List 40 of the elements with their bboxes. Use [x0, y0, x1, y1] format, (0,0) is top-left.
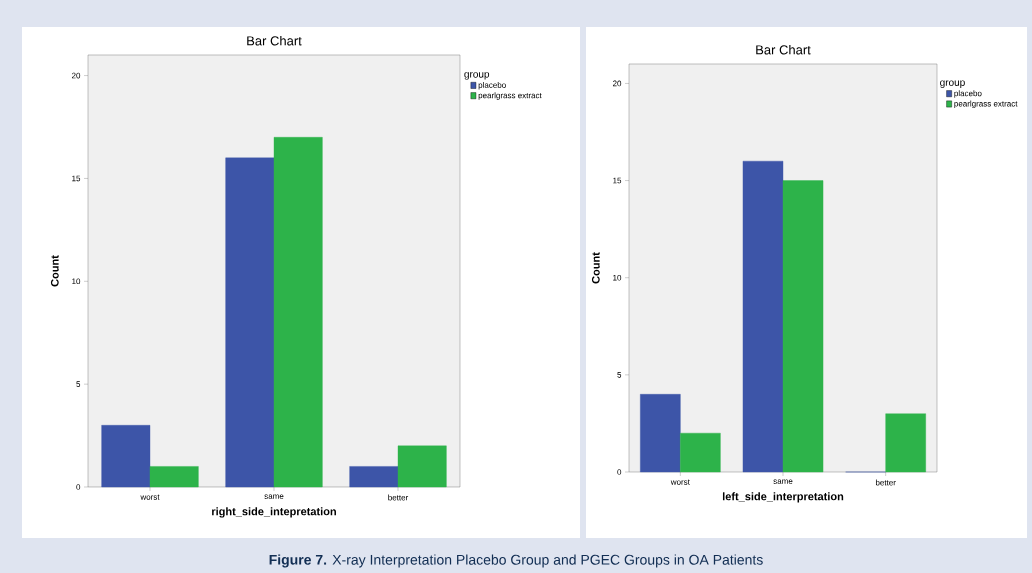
- legend-label: pearlgrass extract: [478, 92, 542, 100]
- bar: [149, 466, 199, 488]
- x-tick-label: same: [773, 479, 793, 484]
- legend-label: placebo: [954, 90, 982, 98]
- x-tick-label: same: [264, 494, 284, 499]
- bar: [742, 160, 784, 473]
- legend-title: group: [940, 80, 965, 88]
- bar: [101, 425, 151, 488]
- bar: [885, 413, 926, 473]
- y-axis-title: Count: [591, 252, 600, 284]
- x-tick-label: better: [875, 479, 896, 486]
- bar: [640, 394, 681, 473]
- bar: [349, 466, 399, 488]
- x-tick-label: worst: [140, 494, 160, 500]
- x-axis-title: left_side_interpretation: [722, 492, 844, 503]
- y-tick-label: 20: [612, 80, 622, 87]
- legend-label: pearlgrass extract: [954, 100, 1018, 109]
- bar: [680, 432, 721, 473]
- y-tick-label: 15: [613, 177, 622, 184]
- y-tick-label: 10: [613, 274, 622, 281]
- y-tick-label: 10: [72, 278, 81, 285]
- y-tick-label: 0: [617, 469, 622, 475]
- y-tick-label: 5: [76, 381, 81, 387]
- y-axis-title: Count: [50, 255, 59, 287]
- legend-label: placebo: [478, 82, 506, 90]
- legend-title: group: [464, 72, 490, 80]
- y-tick-label: 20: [71, 72, 81, 79]
- x-tick-label: worst: [670, 479, 690, 485]
- y-tick-label: 5: [617, 372, 622, 378]
- y-tick-label: 15: [72, 175, 81, 182]
- chart-title: Bar Chart: [247, 35, 302, 46]
- x-tick-label: better: [388, 494, 409, 501]
- text: Figure 7. X-ray Interpretation Placebo Group and PGEC Groups in OA Patients: [269, 554, 763, 568]
- bar: [273, 137, 323, 488]
- x-axis-title: right_side_intepretation: [212, 507, 336, 518]
- bar: [782, 180, 824, 473]
- bar: [225, 157, 275, 488]
- bar: [397, 445, 447, 488]
- y-tick-label: 0: [76, 484, 81, 490]
- chart-title: Bar Chart: [756, 44, 811, 55]
